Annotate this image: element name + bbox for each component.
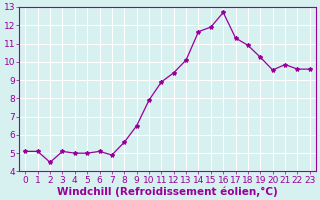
X-axis label: Windchill (Refroidissement éolien,°C): Windchill (Refroidissement éolien,°C) (57, 186, 278, 197)
